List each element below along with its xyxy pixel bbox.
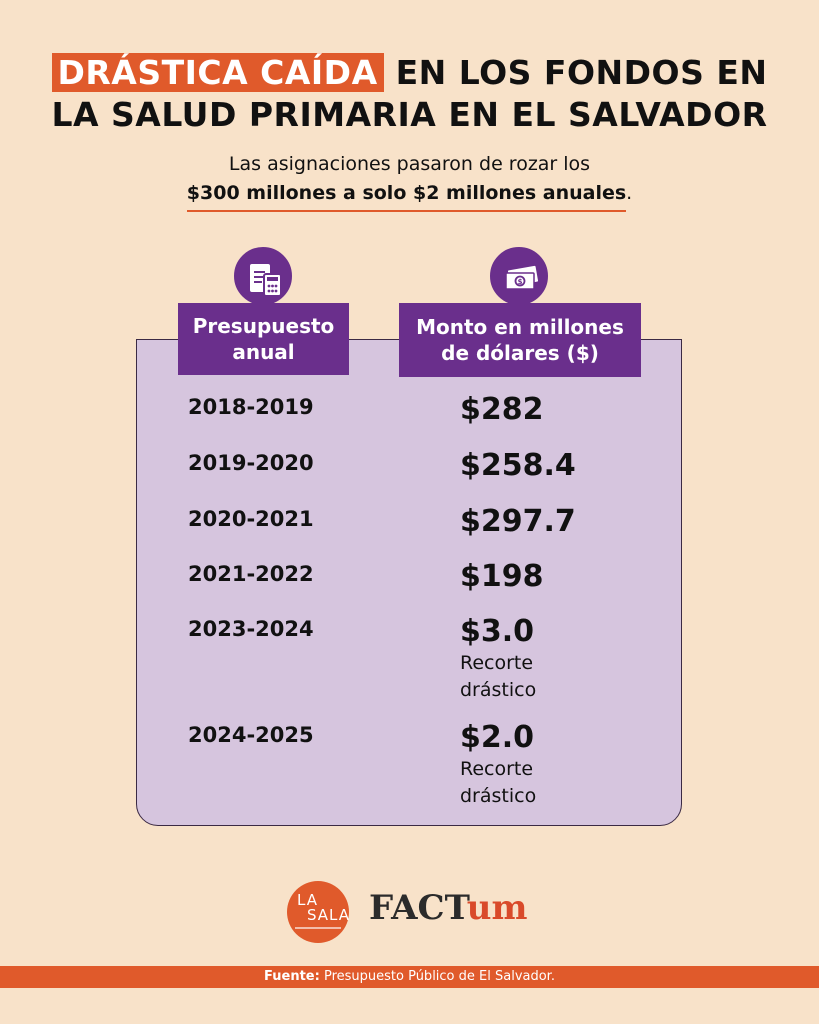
row-note-4: Recorte drástico	[460, 652, 537, 701]
source-label: Fuente:	[264, 969, 320, 984]
row-amount-4: $3.0	[460, 614, 535, 649]
factum-logo: FACTum	[369, 888, 528, 928]
calculator-document-icon	[231, 244, 295, 308]
source-text: Presupuesto Público de El Salvador.	[319, 969, 555, 984]
title-highlight: DRÁSTICA CAÍDA	[51, 53, 384, 92]
subtitle-line1: Las asignaciones pasaron de rozar los	[228, 153, 591, 175]
subtitle: Las asignaciones pasaron de rozar los $3…	[0, 150, 819, 212]
header-amount: Monto en millones de dólares ($)	[399, 303, 641, 377]
row-year-2: 2020-2021	[188, 507, 314, 531]
page-title: DRÁSTICA CAÍDA EN LOS FONDOS EN LA SALUD…	[0, 52, 819, 136]
title-line2: LA SALUD PRIMARIA EN EL SALVADOR	[51, 95, 768, 134]
source-footer: Fuente: Presupuesto Público de El Salvad…	[0, 966, 819, 988]
title-line1-rest: EN LOS FONDOS EN	[383, 53, 768, 92]
subtitle-line2-end: .	[626, 182, 633, 204]
row-year-5: 2024-2025	[188, 723, 314, 747]
row-year-3: 2021-2022	[188, 562, 314, 586]
row-amount-1: $258.4	[460, 448, 576, 483]
row-amount-3: $198	[460, 559, 544, 594]
header-year: Presupuesto anual	[178, 303, 349, 375]
row-amount-2: $297.7	[460, 504, 576, 539]
row-year-1: 2019-2020	[188, 451, 314, 475]
subtitle-line2-bold: $300 millones a solo $2 millones anuales	[186, 179, 627, 212]
row-year-0: 2018-2019	[188, 395, 314, 419]
budget-table-panel	[136, 339, 682, 826]
svg-text:$: $	[518, 278, 523, 286]
row-amount-5: $2.0	[460, 720, 535, 755]
row-note-5: Recorte drástico	[460, 758, 537, 807]
lasala-logo: LA SALA	[287, 881, 349, 943]
row-amount-0: $282	[460, 392, 544, 427]
row-year-4: 2023-2024	[188, 617, 314, 641]
banknote-icon: $	[487, 244, 551, 308]
